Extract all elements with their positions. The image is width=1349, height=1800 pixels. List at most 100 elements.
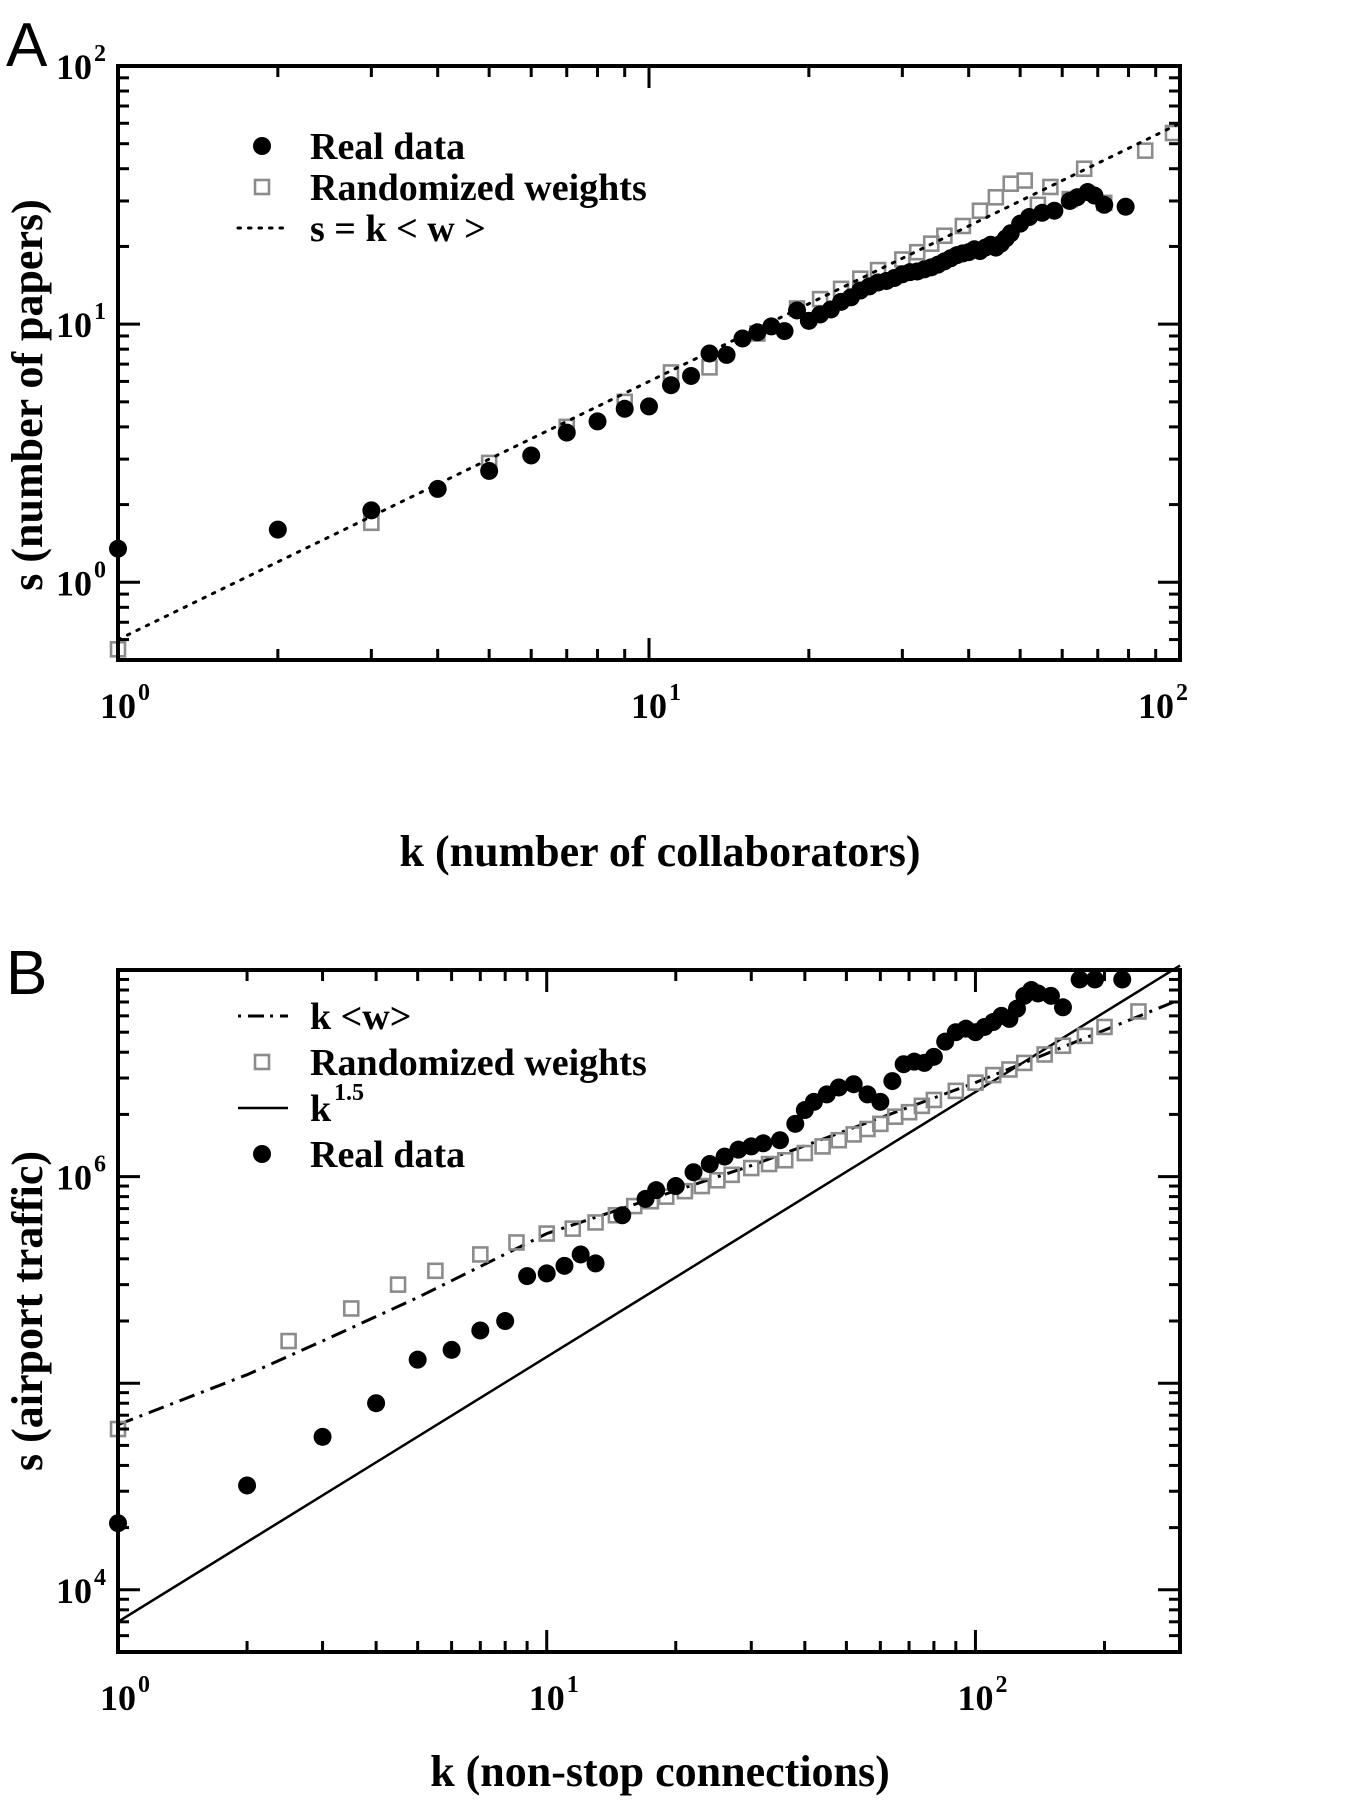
real-data-point — [871, 1092, 890, 1111]
real-data-point — [775, 322, 794, 341]
y-tick-label: 10 — [56, 1571, 92, 1611]
y-tick-label-exponent: 1 — [94, 299, 106, 325]
real-data-point — [496, 1312, 515, 1331]
legend-label: s = k < w > — [310, 208, 486, 250]
randomized-weight-point — [984, 1066, 1002, 1084]
randomized-weight-point — [971, 202, 989, 220]
x-tick-label: 10 — [957, 1678, 993, 1718]
y-tick-label-exponent: 2 — [94, 41, 106, 67]
panel-a-letter: A — [6, 11, 48, 80]
real-data-point — [647, 1181, 666, 1200]
randomized-weight-point — [1076, 1027, 1094, 1045]
randomized-weight-point — [1042, 178, 1059, 196]
randomized-weight-point — [908, 243, 926, 261]
real-data-point — [268, 520, 287, 539]
x-tick-label: 10 — [529, 1678, 565, 1718]
real-data-point — [537, 1264, 556, 1283]
legend-label-exponent: 1.5 — [334, 1080, 364, 1106]
legend-label: k — [310, 1088, 332, 1130]
randomized-weight-point — [701, 359, 718, 376]
randomized-weight-point — [925, 1091, 943, 1109]
randomized-weight-point — [564, 1220, 582, 1237]
real-data-point — [770, 1131, 789, 1150]
panel-a-ticks — [116, 64, 1182, 662]
real-data-point — [1085, 970, 1104, 989]
randomized-weight-point — [1016, 172, 1034, 189]
real-data-point — [786, 1114, 805, 1133]
randomized-weight-point — [709, 1171, 726, 1189]
randomized-weight-point — [1002, 175, 1020, 192]
randomized-weight-point — [845, 1126, 862, 1143]
x-tick-label: 10 — [100, 686, 136, 726]
x-tick-label: 10 — [631, 686, 667, 726]
randomized-weight-point — [1130, 1003, 1147, 1020]
real-data-point — [1113, 970, 1132, 989]
real-data-point — [733, 329, 752, 348]
fit-line — [116, 121, 1182, 642]
real-data-point — [555, 1256, 574, 1275]
real-data-point — [1095, 195, 1114, 214]
real-data-point — [480, 461, 499, 480]
randomized-weight-point — [1136, 142, 1154, 159]
y-tick-label-exponent: 4 — [94, 1565, 106, 1591]
real-data-point — [313, 1427, 332, 1446]
real-data-point — [615, 399, 634, 418]
x-tick-label-exponent: 2 — [1176, 680, 1188, 706]
real-data-point — [586, 1254, 605, 1273]
randomized-weight-point — [776, 1151, 794, 1169]
legend-real-data-marker — [253, 137, 271, 155]
legend-real-data-marker — [253, 1145, 271, 1163]
real-data-point — [362, 501, 381, 520]
y-tick-label: 10 — [56, 305, 92, 345]
randomized-weight-point — [342, 1300, 360, 1317]
real-data-point — [684, 1163, 703, 1182]
real-data-point — [1053, 998, 1072, 1017]
panel-a-x-axis-title: k (number of collaborators) — [399, 827, 920, 876]
real-data-point — [522, 446, 541, 465]
x-tick-label-exponent: 0 — [138, 1672, 150, 1698]
randomized-weight-point — [760, 1155, 778, 1173]
real-data-point — [682, 366, 701, 385]
real-data-point — [829, 1078, 848, 1097]
real-data-point — [661, 376, 680, 395]
real-data-point — [367, 1394, 386, 1413]
real-data-point — [844, 1075, 863, 1094]
real-data-point — [1116, 197, 1135, 216]
randomized-weight-point — [723, 1166, 740, 1184]
legend-randomized-marker — [253, 1053, 271, 1071]
legend-label: Real data — [310, 1134, 465, 1176]
panel-a: A 10 0 10 1 10 210 010 110 2 Real dataRandomized… — [3, 11, 1188, 876]
real-data-point — [924, 1047, 943, 1066]
legend-label: Randomized weights — [310, 167, 647, 209]
real-data-point — [715, 1147, 734, 1166]
real-data-point — [238, 1476, 257, 1495]
y-tick-label-exponent: 6 — [94, 1152, 106, 1178]
x-tick-label-exponent: 1 — [669, 680, 681, 706]
legend-label: Randomized weights — [310, 1042, 647, 1084]
randomized-weight-point — [742, 1159, 760, 1177]
real-data-point — [700, 1155, 719, 1174]
randomized-weight-point — [1015, 1054, 1033, 1072]
randomized-weight-point — [587, 1214, 604, 1231]
randomized-weight-point — [1036, 1046, 1053, 1063]
y-tick-label: 10 — [56, 563, 92, 603]
real-data-point — [1041, 986, 1060, 1005]
real-data-point — [748, 323, 767, 342]
randomized-weight-point — [814, 1138, 831, 1155]
real-data-point — [588, 412, 607, 431]
randomized-weight-point — [389, 1276, 407, 1293]
real-data-point — [442, 1340, 461, 1359]
randomized-weight-point — [796, 1144, 814, 1162]
randomized-weight-point — [967, 1074, 984, 1091]
randomized-weight-point — [693, 1177, 711, 1195]
y-tick-label-exponent: 0 — [94, 557, 106, 583]
panel-b-power-law-line — [117, 964, 1181, 1623]
real-data-point — [788, 301, 807, 320]
randomized-weight-point — [1054, 1037, 1072, 1055]
real-data-point — [700, 344, 719, 363]
randomized-weight-point — [538, 1225, 556, 1242]
